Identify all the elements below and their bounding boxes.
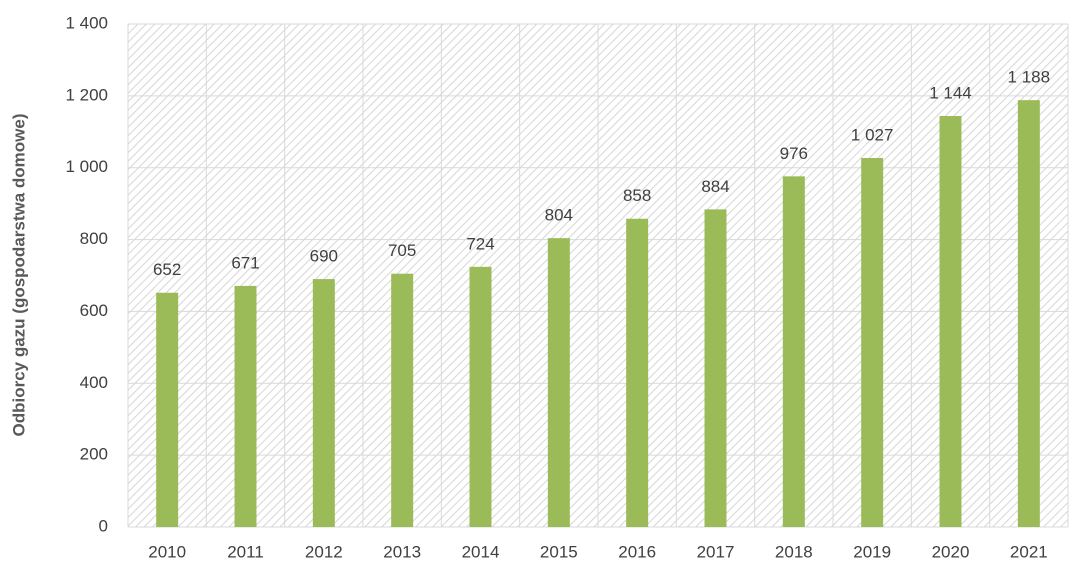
y-tick-label: 200 [80, 445, 108, 464]
y-tick-label: 600 [80, 301, 108, 320]
bar [939, 115, 962, 527]
data-label: 1 027 [851, 125, 894, 144]
x-tick-label: 2015 [540, 542, 578, 561]
data-label: 1 144 [929, 83, 972, 102]
x-tick-label: 2013 [383, 542, 421, 561]
bar [626, 218, 649, 528]
x-tick-label: 2016 [618, 542, 656, 561]
y-tick-label: 1 200 [65, 85, 108, 104]
x-tick-label: 2019 [853, 542, 891, 561]
y-tick-label: 1 000 [65, 157, 108, 176]
bar [704, 209, 727, 528]
data-label: 652 [153, 260, 181, 279]
data-label: 884 [701, 177, 729, 196]
bar [234, 285, 257, 527]
bar [469, 266, 492, 527]
y-tick-label: 0 [99, 516, 108, 535]
bar [861, 158, 884, 528]
bar [1017, 100, 1040, 527]
x-tick-label: 2014 [462, 542, 500, 561]
x-tick-label: 2018 [775, 542, 813, 561]
x-tick-label: 2012 [305, 542, 343, 561]
data-label: 1 188 [1008, 68, 1051, 87]
y-tick-label: 400 [80, 373, 108, 392]
x-tick-label: 2017 [697, 542, 735, 561]
x-tick-label: 2020 [932, 542, 970, 561]
y-tick-label: 800 [80, 229, 108, 248]
y-axis-title: Odbiorcy gazu (gospodarstwa domowe) [9, 113, 28, 436]
x-tick-label: 2011 [227, 542, 264, 561]
data-label: 690 [310, 247, 338, 266]
data-label: 858 [623, 186, 651, 205]
bar [391, 273, 414, 527]
bar [782, 176, 805, 527]
bar [156, 292, 179, 527]
data-label: 705 [388, 241, 416, 260]
data-label: 976 [780, 144, 808, 163]
bar [547, 238, 570, 528]
data-label: 724 [466, 234, 494, 253]
data-label: 804 [545, 206, 573, 225]
y-tick-label: 1 400 [65, 13, 108, 32]
data-label: 671 [231, 253, 259, 272]
bar [312, 279, 335, 527]
x-tick-label: 2021 [1010, 542, 1048, 561]
x-tick-label: 2010 [148, 542, 186, 561]
